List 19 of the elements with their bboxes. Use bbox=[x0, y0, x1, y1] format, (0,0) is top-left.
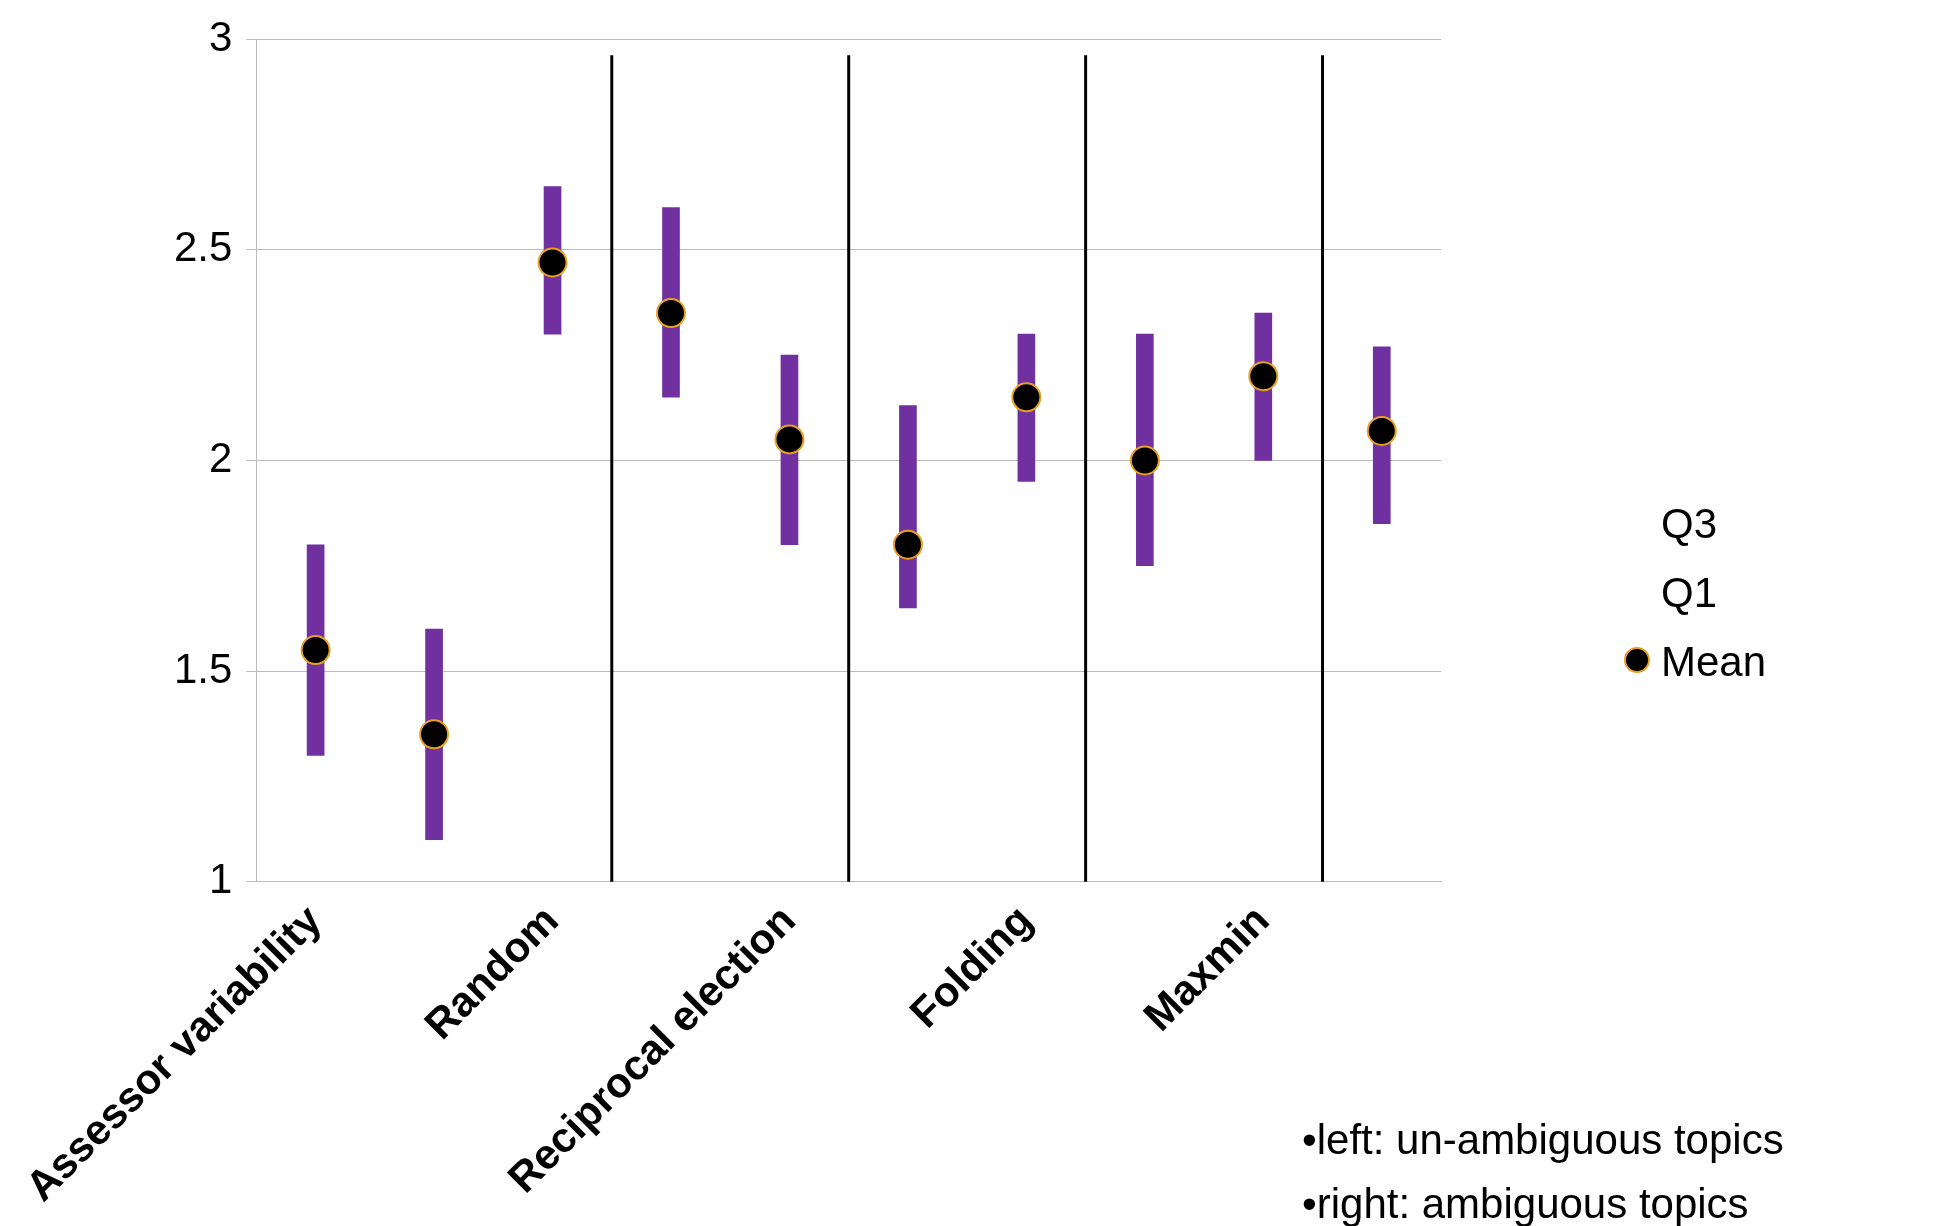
point bbox=[774, 424, 805, 455]
y-tick-label: 1 bbox=[209, 855, 233, 903]
point bbox=[537, 247, 568, 278]
legend-label: Mean bbox=[1661, 637, 1767, 685]
point bbox=[1248, 361, 1279, 392]
text: •left: un-ambiguous topics bbox=[1302, 1115, 1784, 1165]
point bbox=[892, 529, 923, 560]
point bbox=[656, 298, 686, 329]
y-tick-label: 2.5 bbox=[174, 223, 233, 271]
point bbox=[300, 635, 331, 666]
y-tick-label: 2 bbox=[209, 434, 233, 482]
point bbox=[1366, 415, 1397, 446]
point bbox=[1129, 445, 1160, 476]
y-tick-label: 3 bbox=[209, 12, 233, 60]
text: Q3 bbox=[1661, 499, 1718, 547]
text: Q1 bbox=[1661, 568, 1718, 616]
point bbox=[419, 719, 450, 750]
point bbox=[1011, 382, 1042, 413]
y-tick-label: 1.5 bbox=[174, 644, 233, 692]
